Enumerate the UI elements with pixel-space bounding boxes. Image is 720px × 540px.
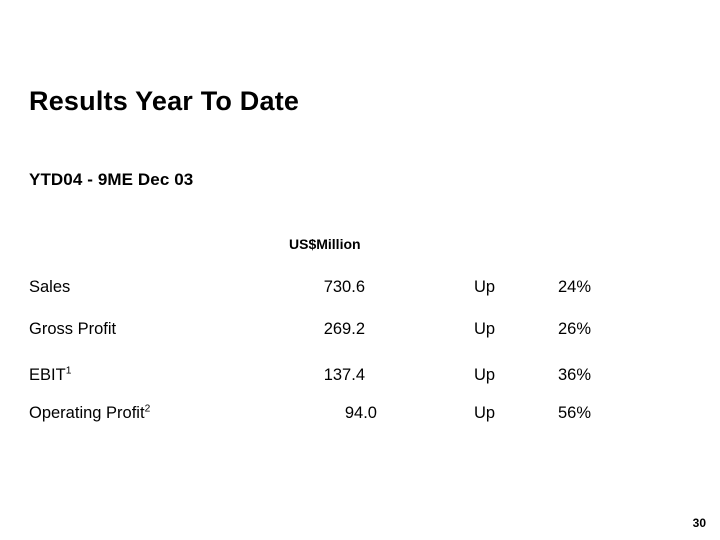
- page-title: Results Year To Date: [29, 86, 300, 116]
- row-value: 137.4: [323, 366, 365, 384]
- row-value: 730.6: [323, 278, 365, 296]
- table-row: Gross Profit 269.2 Up 26%: [0, 320, 720, 346]
- row-label-text: Operating Profit: [29, 404, 145, 422]
- row-label-footnote: 2: [144, 403, 151, 415]
- row-change: 26%: [558, 320, 592, 338]
- page-number: 30: [692, 516, 706, 530]
- table-row: EBIT1 137.4 Up 36%: [0, 366, 720, 392]
- row-change: 56%: [558, 404, 592, 422]
- slide-subtitle: YTD04 - 9ME Dec 03: [29, 170, 194, 189]
- row-change: 36%: [558, 366, 592, 384]
- row-label-text: Gross Profit: [29, 320, 117, 338]
- row-label: Operating Profit2: [29, 404, 150, 423]
- table-row: Sales 730.6 Up 24%: [0, 278, 720, 304]
- row-label: Gross Profit: [29, 320, 116, 339]
- row-value: 94.0: [344, 404, 377, 422]
- row-label: Sales: [29, 278, 70, 297]
- row-label: EBIT1: [29, 366, 71, 385]
- row-label-footnote: 1: [65, 365, 72, 377]
- table-units-header: US$Million: [289, 236, 361, 252]
- row-label-text: EBIT: [29, 366, 66, 384]
- row-direction: Up: [474, 404, 496, 422]
- table-row: Operating Profit2 94.0 Up 56%: [0, 404, 720, 430]
- row-direction: Up: [474, 278, 496, 296]
- row-value: 269.2: [323, 320, 365, 338]
- row-label-text: Sales: [29, 278, 71, 296]
- row-change: 24%: [558, 278, 592, 296]
- row-direction: Up: [474, 320, 496, 338]
- row-direction: Up: [474, 366, 496, 384]
